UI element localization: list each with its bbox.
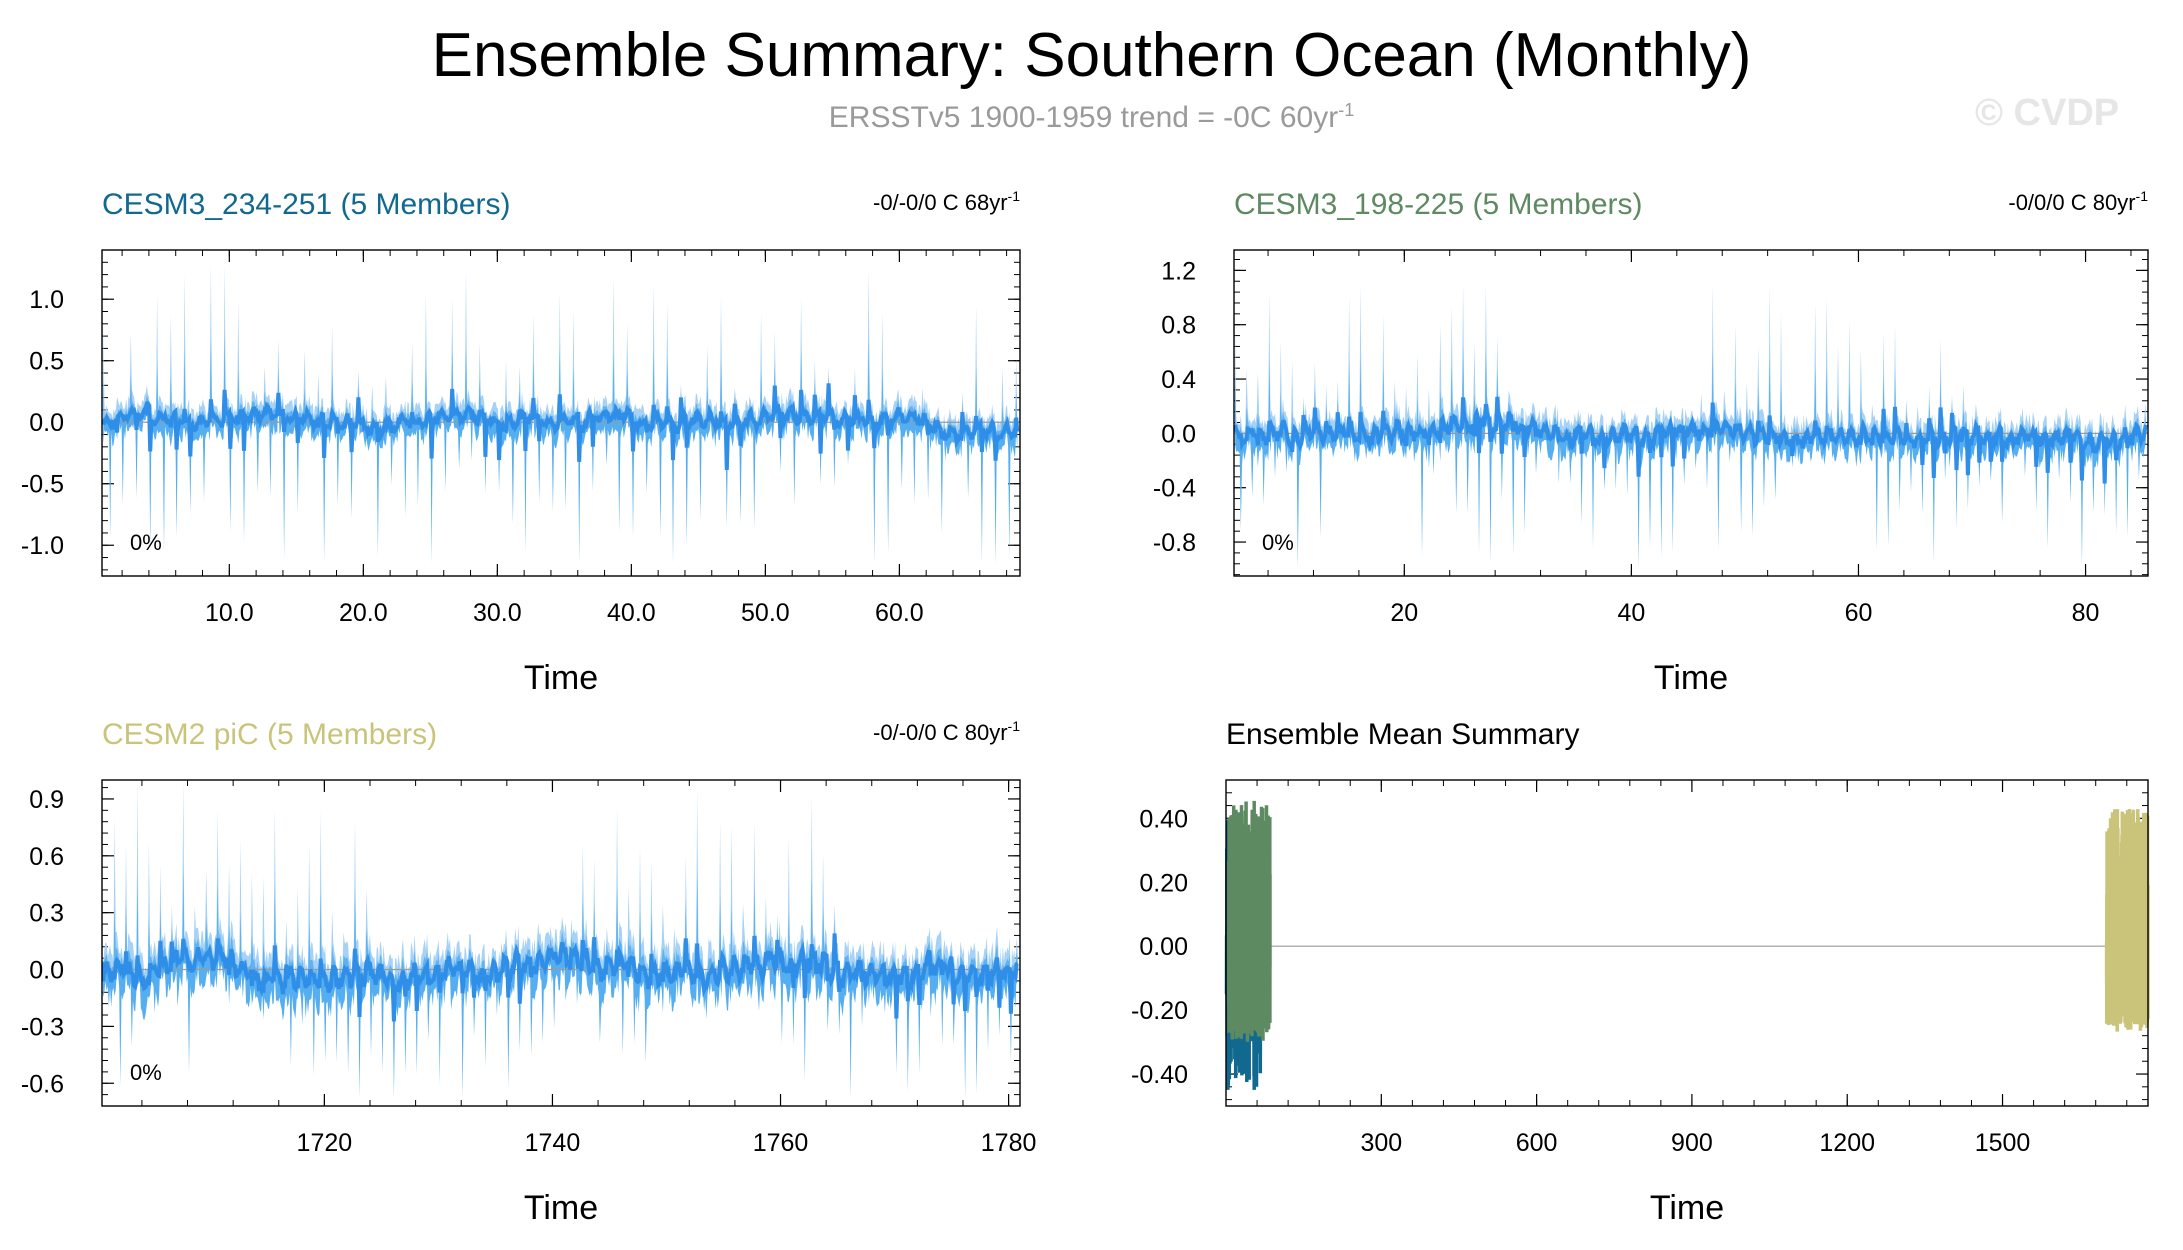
x-tick-label: 20.0	[339, 599, 388, 627]
plot-area	[102, 780, 1020, 1099]
plot-area	[1234, 284, 2148, 570]
x-axis-label: Time	[524, 1189, 598, 1227]
x-tick-label: 20	[1390, 599, 1418, 627]
x-tick-label: 50.0	[741, 599, 790, 627]
trend-label-sup: -1	[1008, 718, 1021, 734]
x-axis-label: Time	[1654, 659, 1728, 697]
x-tick-label: 900	[1671, 1129, 1713, 1157]
trend-label-text: -0/0/0 C 80yr	[2008, 190, 2135, 215]
panel-1: CESM3_234-251 (5 Members) -0/-0/0 C 68yr-…	[21, 188, 1021, 697]
y-tick-label: -0.4	[1153, 475, 1196, 503]
subtitle-text: ERSSTv5 1900-1959 trend = -0C 60yr	[828, 101, 1339, 134]
x-tick-label: 1720	[297, 1129, 353, 1157]
envelope-lower	[103, 383, 1018, 564]
y-tick-label: 1.0	[29, 286, 64, 314]
y-tick-label: 0.6	[29, 843, 64, 871]
y-tick-label: 0.0	[29, 409, 64, 437]
x-tick-label: 10.0	[205, 599, 254, 627]
cvdp-watermark: © CVDP	[1975, 92, 2120, 134]
x-axis-label: Time	[1650, 1189, 1724, 1227]
ensemble-mean-line	[102, 933, 1019, 1022]
series-line-cesm3-198-225	[1226, 800, 1272, 1042]
figure-subtitle: ERSSTv5 1900-1959 trend = -0C 60yr-1	[0, 100, 2183, 135]
y-tick-label: -0.6	[21, 1070, 64, 1098]
y-tick-label: 0.9	[29, 786, 64, 814]
x-tick-label: 60.0	[875, 599, 924, 627]
panel-title: CESM3_234-251 (5 Members)	[102, 188, 511, 221]
percent-label: 0%	[130, 530, 162, 555]
panel-3: CESM2 piC (5 Members) -0/-0/0 C 80yr-1 172…	[21, 718, 1037, 1227]
y-tick-label: -0.20	[1131, 997, 1188, 1025]
y-tick-label: 0.3	[29, 900, 64, 928]
y-tick-label: -0.3	[21, 1013, 64, 1041]
y-tick-label: -0.5	[21, 471, 64, 499]
trend-label: -0/-0/0 C 80yr-1	[873, 718, 1020, 745]
y-tick-label: -0.40	[1131, 1061, 1188, 1089]
trend-label-text: -0/-0/0 C 80yr	[873, 720, 1008, 745]
percent-label: 0%	[130, 1060, 162, 1085]
x-tick-label: 80	[2072, 599, 2100, 627]
x-tick-label: 30.0	[473, 599, 522, 627]
panel-title: CESM3_198-225 (5 Members)	[1234, 188, 1643, 221]
panel-title: CESM2 piC (5 Members)	[102, 718, 437, 751]
y-tick-label: 1.2	[1161, 257, 1196, 285]
plot-area	[102, 264, 1020, 564]
panel-2: CESM3_198-225 (5 Members) -0/0/0 C 80yr-1…	[1153, 188, 2149, 697]
interquartile-band	[1235, 346, 2146, 529]
x-tick-label: 1200	[1819, 1129, 1875, 1157]
y-tick-label: -0.8	[1153, 529, 1196, 557]
figure-title: Ensemble Summary: Southern Ocean (Monthl…	[431, 21, 1752, 90]
y-tick-label: 0.20	[1139, 869, 1188, 897]
trend-label-sup: -1	[1008, 188, 1021, 204]
envelope-upper	[103, 264, 1018, 470]
subtitle-superscript: -1	[1338, 100, 1355, 120]
y-tick-label: -1.0	[21, 532, 64, 560]
x-tick-label: 600	[1516, 1129, 1558, 1157]
plot-area	[1224, 800, 2150, 1090]
x-tick-label: 300	[1360, 1129, 1402, 1157]
y-tick-label: 0.8	[1161, 312, 1196, 340]
plot-border	[1225, 779, 2149, 1107]
trend-label: -0/-0/0 C 68yr-1	[873, 188, 1020, 215]
x-tick-label: 1500	[1975, 1129, 2031, 1157]
interquartile-band	[103, 867, 1018, 1064]
plot-border	[1233, 249, 2149, 577]
plot-border	[101, 779, 1021, 1107]
x-tick-label: 1740	[525, 1129, 581, 1157]
y-tick-label: 0.40	[1139, 805, 1188, 833]
y-tick-label: 0.00	[1139, 933, 1188, 961]
ensemble-mean-line	[1234, 396, 2148, 484]
x-tick-label: 1760	[753, 1129, 809, 1157]
y-tick-label: 0.5	[29, 348, 64, 376]
panel-title: Ensemble Mean Summary	[1226, 718, 1579, 751]
trend-label-sup: -1	[2136, 188, 2149, 204]
trend-label-text: -0/-0/0 C 68yr	[873, 190, 1008, 215]
percent-label: 0%	[1262, 530, 1294, 555]
ensemble-mean-line	[102, 383, 1020, 471]
plot-border	[101, 249, 1021, 577]
trend-label: -0/0/0 C 80yr-1	[2008, 188, 2148, 215]
y-tick-label: 0.0	[1161, 420, 1196, 448]
x-tick-label: 40	[1617, 599, 1645, 627]
series-line-cesm2-pic	[2104, 808, 2150, 1032]
x-tick-label: 60	[1845, 599, 1873, 627]
x-axis-label: Time	[524, 659, 598, 697]
x-tick-label: 1780	[981, 1129, 1037, 1157]
x-tick-label: 40.0	[607, 599, 656, 627]
panel-4: Ensemble Mean Summary 300 600 900 1200 1500 -0…	[1131, 718, 2150, 1227]
y-tick-label: 0.4	[1161, 366, 1196, 394]
y-tick-label: 0.0	[29, 957, 64, 985]
